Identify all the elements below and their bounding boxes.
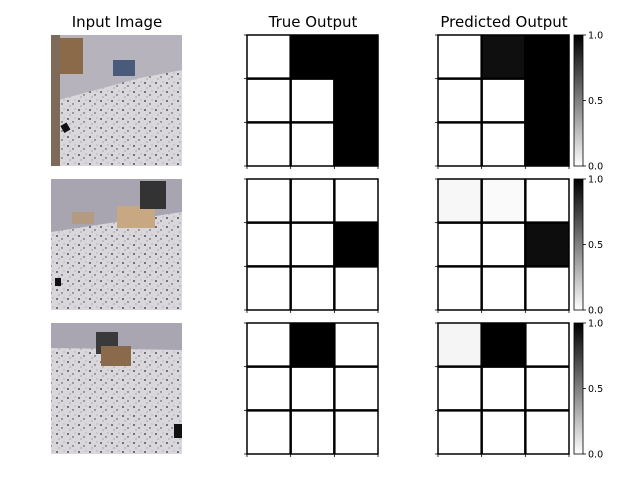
input-image-row-1 bbox=[51, 35, 182, 166]
heatmaps bbox=[244, 34, 570, 457]
heatmap-cell bbox=[438, 222, 482, 267]
predicted-output-panel-row-1 bbox=[435, 34, 570, 169]
heatmap-cell bbox=[525, 222, 569, 267]
heatmap-cell bbox=[525, 179, 569, 223]
colorbar-tick-label: 1.0 bbox=[588, 175, 603, 186]
title-input-image: Input Image bbox=[72, 13, 163, 31]
heatmap-cell bbox=[525, 410, 569, 454]
colorbar-tick-label: 0.0 bbox=[588, 162, 603, 173]
heatmap-cell bbox=[334, 35, 378, 79]
true-output-panel-row-3 bbox=[244, 322, 379, 457]
heatmap-cell bbox=[525, 78, 569, 123]
heatmap-cell bbox=[334, 366, 378, 411]
heatmap-cell bbox=[247, 122, 291, 166]
heatmap-cell bbox=[247, 35, 291, 79]
heatmap-cell bbox=[247, 179, 291, 223]
heatmap-frame bbox=[437, 34, 570, 167]
heatmap-cell bbox=[334, 222, 378, 267]
heatmap-cell bbox=[247, 323, 291, 367]
heatmap-cell bbox=[525, 122, 569, 166]
colorbar-tick-label: 0.5 bbox=[588, 96, 603, 107]
heatmap-cell bbox=[290, 35, 335, 79]
heatmap-cell bbox=[438, 35, 482, 79]
heatmap-frame bbox=[437, 178, 570, 311]
heatmap-cell bbox=[247, 78, 291, 123]
heatmap-frame bbox=[246, 178, 379, 311]
colorbar-tick-label: 0.5 bbox=[588, 384, 603, 395]
heatmap-cell bbox=[525, 35, 569, 79]
heatmap-cell bbox=[290, 78, 335, 123]
heatmap-cell bbox=[481, 366, 526, 411]
predicted-output-panel-row-3 bbox=[435, 322, 570, 457]
heatmap-frame bbox=[246, 34, 379, 167]
heatmap-cell bbox=[481, 266, 526, 310]
heatmap-cell bbox=[290, 366, 335, 411]
colorbars: 1.0 0.5 0.0 1.0 0.5 0.0 1.0 0.5 0.0 bbox=[573, 31, 603, 461]
heatmap-cell bbox=[481, 122, 526, 166]
heatmap-cell bbox=[525, 266, 569, 310]
heatmap-cell bbox=[334, 122, 378, 166]
colorbar-tick-label: 0.5 bbox=[588, 240, 603, 251]
colorbar-tick-label: 0.0 bbox=[588, 450, 603, 461]
heatmap-cell bbox=[247, 222, 291, 267]
heatmap-cell bbox=[438, 179, 482, 223]
colorbar-gradient bbox=[573, 178, 584, 311]
colorbar-row-1: 1.0 0.5 0.0 bbox=[573, 31, 603, 173]
heatmap-cell bbox=[481, 78, 526, 123]
heatmap-cell bbox=[290, 410, 335, 454]
heatmap-cell bbox=[334, 410, 378, 454]
true-output-panel-row-1 bbox=[244, 34, 379, 169]
heatmap-cell bbox=[525, 323, 569, 367]
colorbar-row-3: 1.0 0.5 0.0 bbox=[573, 319, 603, 461]
heatmap-frame bbox=[246, 322, 379, 455]
colorbar-tick-label: 1.0 bbox=[588, 319, 603, 330]
colorbar-row-2: 1.0 0.5 0.0 bbox=[573, 175, 603, 317]
heatmap-cell bbox=[438, 323, 482, 367]
heatmap-cell bbox=[438, 410, 482, 454]
colorbar-tick-label: 0.0 bbox=[588, 306, 603, 317]
true-output-panel-row-2 bbox=[244, 178, 379, 313]
heatmap-cell bbox=[290, 323, 335, 367]
input-image-row-3 bbox=[51, 323, 182, 454]
colorbar-tick-label: 1.0 bbox=[588, 31, 603, 42]
heatmap-frame bbox=[437, 322, 570, 455]
title-true-output: True Output bbox=[268, 13, 358, 31]
heatmap-cell bbox=[481, 323, 526, 367]
heatmap-cell bbox=[438, 122, 482, 166]
heatmap-cell bbox=[525, 366, 569, 411]
heatmap-cell bbox=[290, 222, 335, 267]
heatmap-cell bbox=[247, 266, 291, 310]
title-predicted-output: Predicted Output bbox=[440, 13, 567, 31]
heatmap-cell bbox=[334, 266, 378, 310]
heatmap-cell bbox=[290, 122, 335, 166]
predicted-output-panel-row-2 bbox=[435, 178, 570, 313]
heatmap-cell bbox=[438, 366, 482, 411]
heatmap-cell bbox=[247, 366, 291, 411]
heatmap-cell bbox=[438, 266, 482, 310]
heatmap-cell bbox=[290, 179, 335, 223]
heatmap-cell bbox=[334, 78, 378, 123]
heatmap-cell bbox=[481, 410, 526, 454]
heatmap-cell bbox=[247, 410, 291, 454]
input-image-row-2 bbox=[51, 179, 182, 310]
colorbar-gradient bbox=[573, 322, 584, 455]
heatmap-cell bbox=[481, 35, 526, 79]
colorbar-gradient bbox=[573, 34, 584, 167]
heatmap-cell bbox=[481, 222, 526, 267]
heatmap-cell bbox=[438, 78, 482, 123]
heatmap-cell bbox=[334, 323, 378, 367]
heatmap-cell bbox=[290, 266, 335, 310]
heatmap-cell bbox=[481, 179, 526, 223]
heatmap-cell bbox=[334, 179, 378, 223]
